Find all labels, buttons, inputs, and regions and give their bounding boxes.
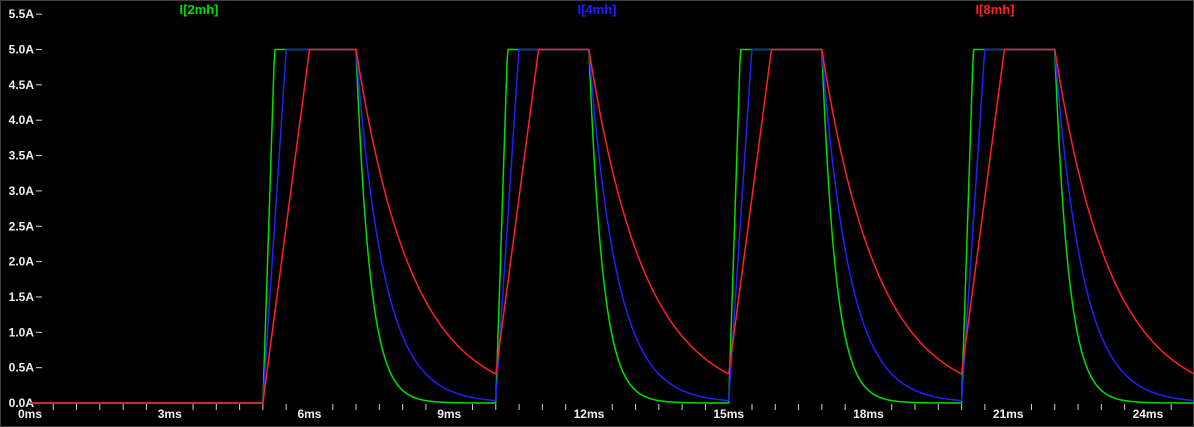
- y-axis-tick-label: 3.5A: [9, 149, 35, 163]
- trace-i4mh: [29, 48, 1194, 404]
- y-axis-tick-label: 5.5A: [9, 7, 35, 21]
- trace-i8mh: [29, 48, 1194, 404]
- x-axis-tick-label: 21ms: [993, 407, 1024, 421]
- y-axis-tick-label: 1.5A: [9, 290, 35, 304]
- x-axis-tick-label: 6ms: [297, 407, 321, 421]
- trace-label-i8mh[interactable]: I[8mh]: [975, 2, 1015, 17]
- y-axis-tick-label: 5.0A: [9, 43, 35, 57]
- trace-i2mh: [29, 48, 1194, 404]
- y-axis-tick-label: 3.0A: [9, 184, 35, 198]
- y-axis-tick-label: 0.5A: [9, 361, 35, 375]
- y-axis-tick-label: 4.5A: [9, 78, 35, 92]
- x-axis-tick-label: 9ms: [437, 407, 461, 421]
- x-axis-tick-label: 18ms: [853, 407, 884, 421]
- trace-label-i2mh[interactable]: I[2mh]: [179, 2, 219, 17]
- x-axis-tick-label: 0ms: [18, 407, 42, 421]
- x-axis-tick-label: 24ms: [1133, 407, 1164, 421]
- y-axis-tick-label: 4.0A: [9, 113, 35, 127]
- y-axis-tick-label: 2.0A: [9, 255, 35, 269]
- trace-legend: I[2mh] I[4mh] I[8mh]: [0, 2, 1194, 17]
- x-axis-tick-label: 12ms: [574, 407, 605, 421]
- y-axis-tick-label: 1.0A: [9, 325, 35, 339]
- y-axis-tick-label: 0.0A: [9, 396, 35, 410]
- trace-label-i4mh[interactable]: I[4mh]: [577, 2, 617, 17]
- x-axis-tick-label: 3ms: [158, 407, 182, 421]
- y-axis-tick-label: 2.5A: [9, 219, 35, 233]
- x-axis-tick-label: 15ms: [713, 407, 744, 421]
